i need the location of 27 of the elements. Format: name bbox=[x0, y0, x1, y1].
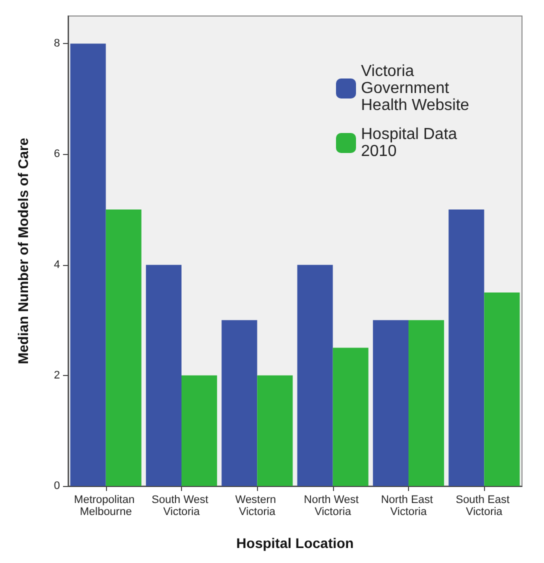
bar bbox=[484, 292, 520, 486]
y-tick-label: 6 bbox=[54, 148, 60, 160]
legend-label: Hospital Data 2010 bbox=[361, 126, 462, 160]
bar bbox=[106, 210, 142, 486]
x-tick-label: Metropolitan Melbourne bbox=[74, 494, 138, 518]
x-tick-label: South West Victoria bbox=[152, 494, 212, 518]
bar bbox=[332, 348, 368, 486]
x-tick-label: Western Victoria bbox=[235, 494, 280, 518]
x-axis-title: Hospital Location bbox=[236, 535, 354, 551]
x-tick-label: South East Victoria bbox=[456, 494, 513, 518]
bar bbox=[70, 44, 106, 486]
x-tick-label: North East Victoria bbox=[380, 494, 436, 518]
bar bbox=[146, 264, 182, 486]
y-tick-label: 4 bbox=[54, 258, 60, 271]
y-tick-label: 0 bbox=[54, 480, 60, 492]
y-axis-title: Median Number of Models of Care bbox=[15, 138, 31, 364]
x-tick-label: North West Victoria bbox=[304, 494, 362, 518]
bar bbox=[182, 375, 218, 486]
bar bbox=[448, 210, 484, 486]
bar bbox=[408, 320, 444, 486]
bar bbox=[257, 375, 293, 486]
bar bbox=[297, 264, 333, 486]
bar bbox=[372, 320, 408, 486]
bar bbox=[222, 320, 258, 486]
y-tick-label: 8 bbox=[54, 38, 60, 50]
legend-label: Victoria Government Health Website bbox=[361, 63, 470, 114]
y-tick-label: 2 bbox=[54, 369, 60, 382]
